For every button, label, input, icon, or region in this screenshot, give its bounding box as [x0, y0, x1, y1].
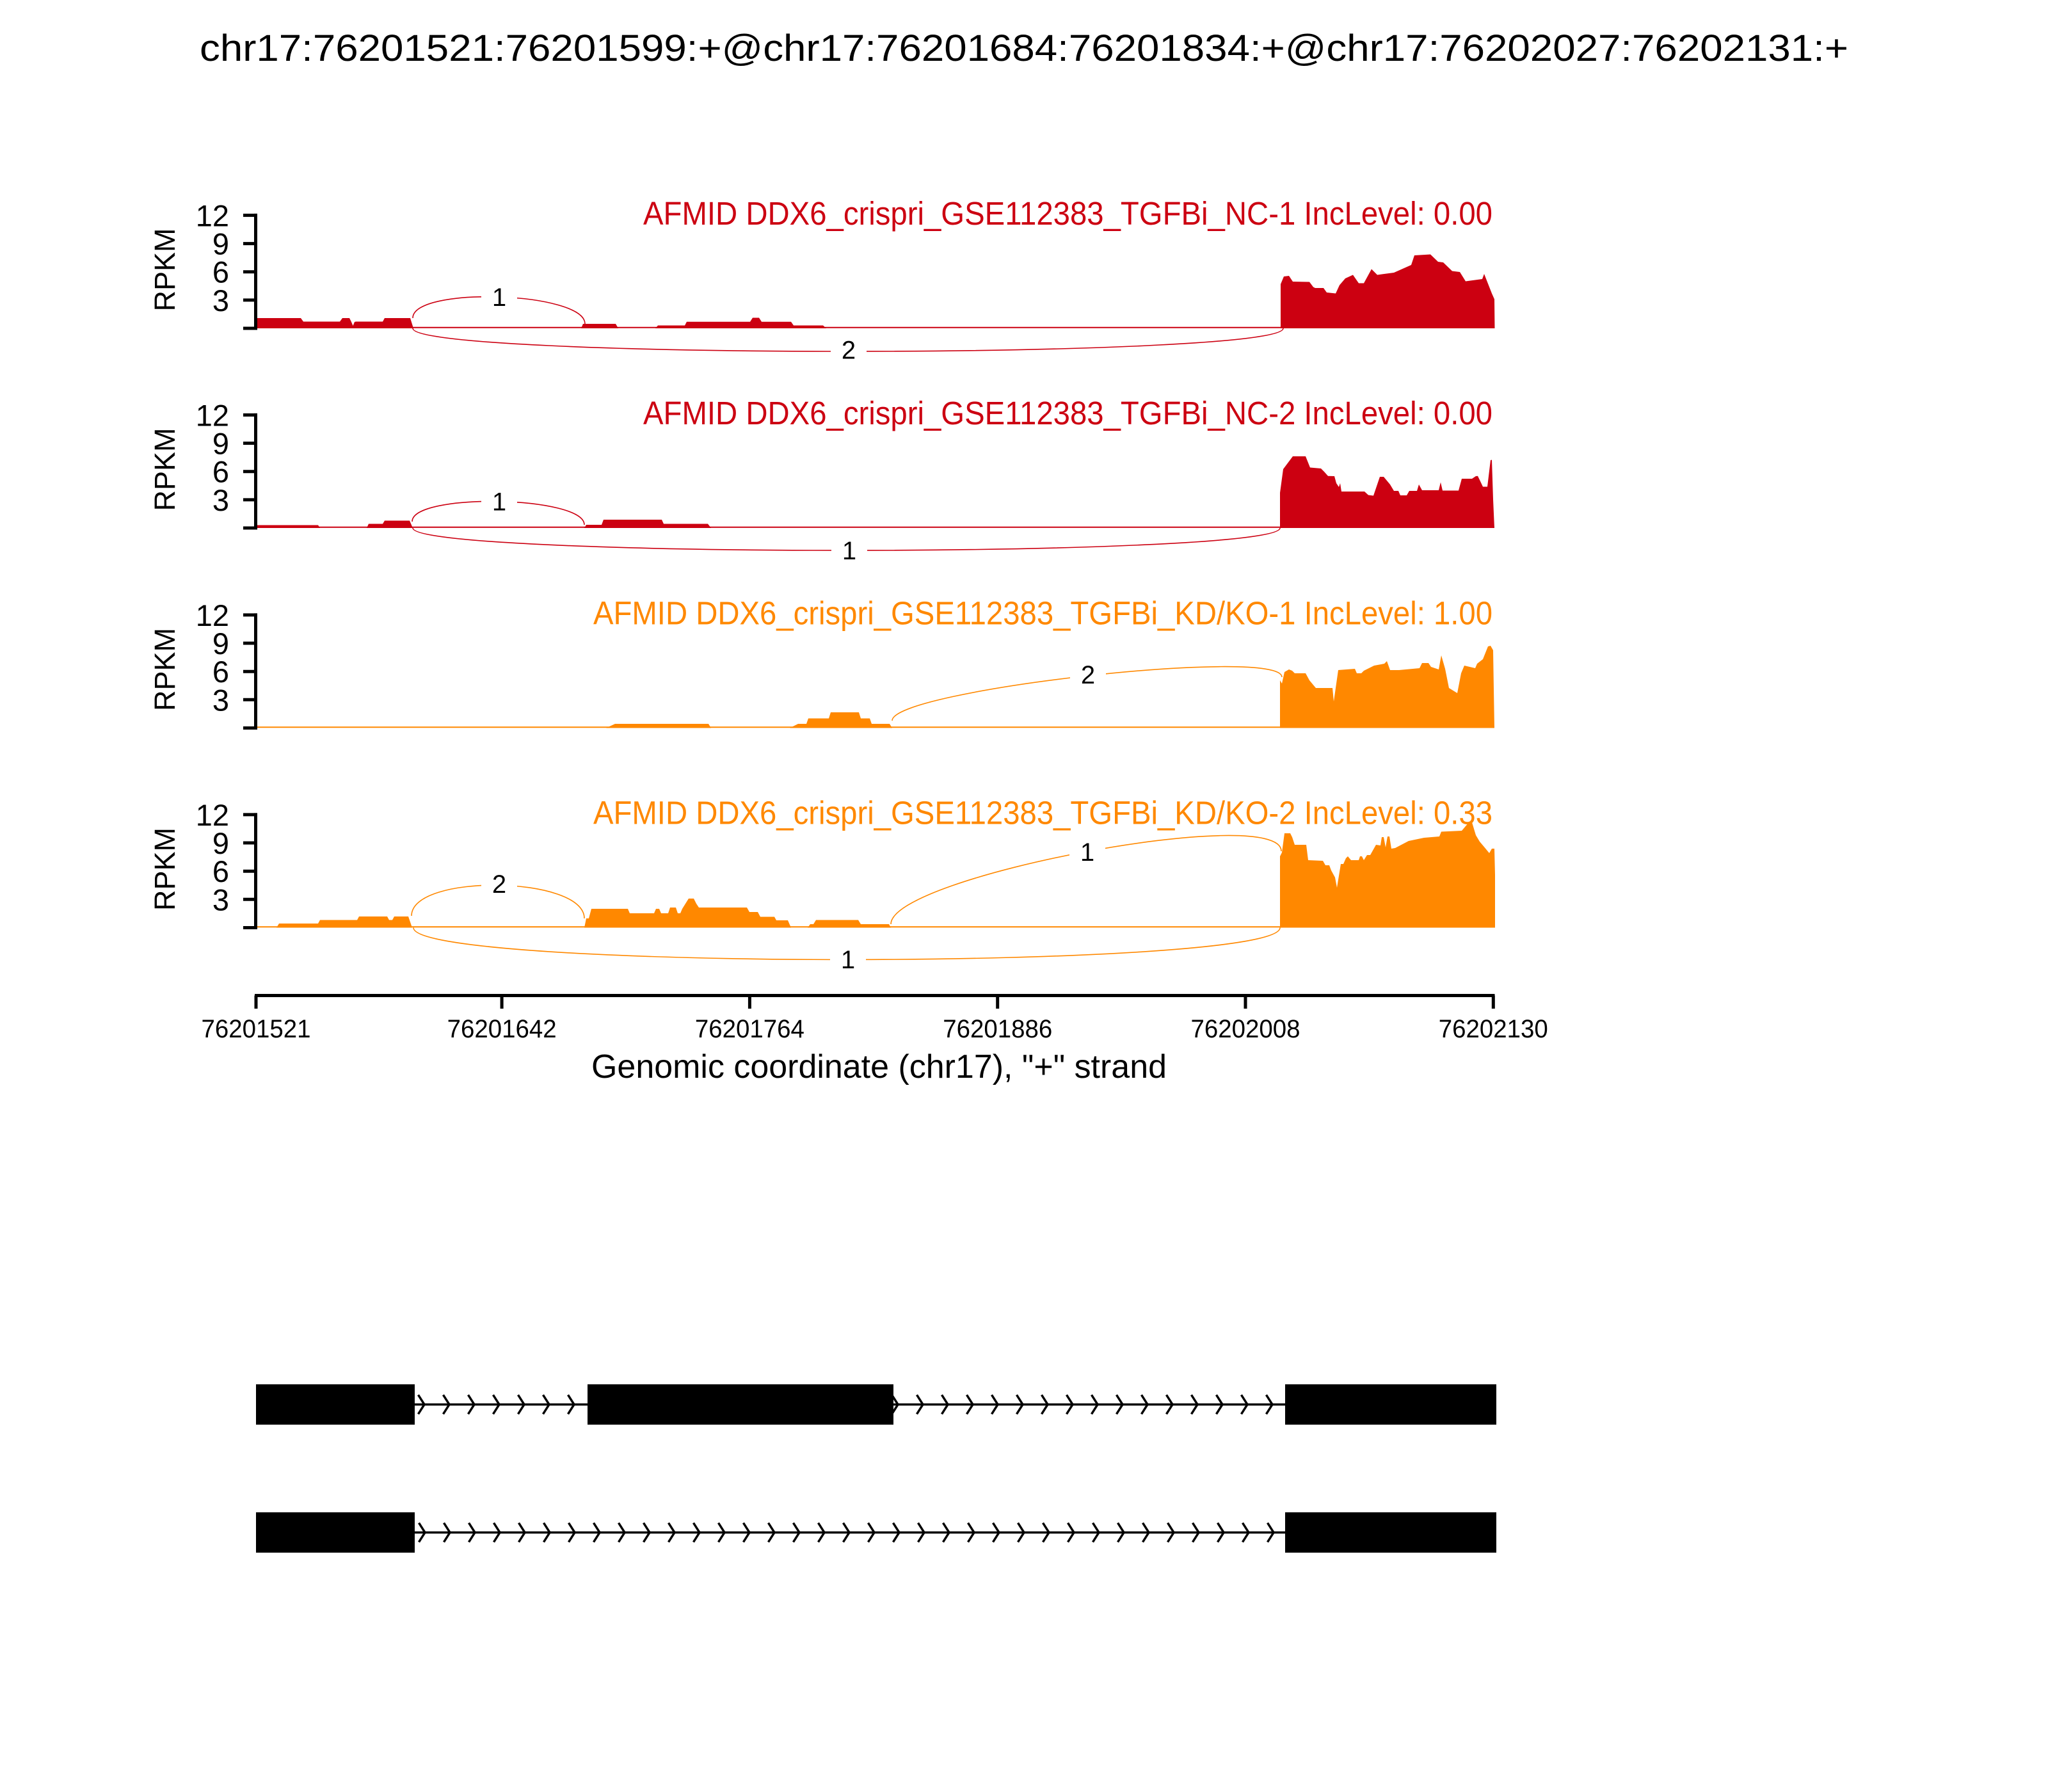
svg-text:1: 1: [492, 488, 506, 516]
svg-text:6: 6: [212, 255, 229, 289]
svg-text:6: 6: [212, 655, 229, 689]
svg-text:76201886: 76201886: [943, 1015, 1052, 1043]
svg-text:9: 9: [212, 627, 229, 660]
svg-text:1: 1: [492, 284, 506, 312]
svg-text:AFMID DDX6_crispri_GSE112383_T: AFMID DDX6_crispri_GSE112383_TGFBi_KD/KO…: [593, 595, 1492, 632]
svg-text:12: 12: [196, 598, 229, 632]
svg-text:2: 2: [492, 870, 506, 899]
svg-text:2: 2: [842, 337, 856, 365]
svg-text:1: 1: [841, 946, 855, 974]
svg-text:3: 3: [212, 683, 229, 717]
svg-text:AFMID DDX6_crispri_GSE112383_T: AFMID DDX6_crispri_GSE112383_TGFBi_NC-1 …: [643, 195, 1492, 232]
svg-text:9: 9: [212, 227, 229, 261]
svg-text:3: 3: [212, 483, 229, 517]
svg-text:9: 9: [212, 826, 229, 860]
svg-text:chr17:76201521:76201599:+@chr1: chr17:76201521:76201599:+@chr17:76201684…: [200, 28, 1848, 69]
svg-text:6: 6: [212, 455, 229, 489]
svg-text:2: 2: [1081, 661, 1095, 689]
svg-text:1: 1: [1080, 838, 1094, 867]
svg-text:12: 12: [196, 398, 229, 432]
svg-text:RPKM: RPKM: [148, 228, 181, 311]
svg-text:6: 6: [212, 854, 229, 888]
svg-text:3: 3: [212, 284, 229, 317]
svg-text:RPKM: RPKM: [148, 628, 181, 711]
svg-text:76201521: 76201521: [202, 1015, 311, 1043]
svg-text:AFMID DDX6_crispri_GSE112383_T: AFMID DDX6_crispri_GSE112383_TGFBi_NC-2 …: [643, 395, 1492, 431]
svg-text:9: 9: [212, 427, 229, 461]
svg-text:RPKM: RPKM: [148, 428, 181, 511]
svg-text:12: 12: [196, 198, 229, 232]
svg-text:76202130: 76202130: [1439, 1015, 1548, 1043]
svg-text:1: 1: [842, 537, 856, 565]
svg-text:AFMID DDX6_crispri_GSE112383_T: AFMID DDX6_crispri_GSE112383_TGFBi_KD/KO…: [593, 795, 1492, 831]
svg-text:3: 3: [212, 883, 229, 916]
svg-text:Genomic coordinate (chr17), "+: Genomic coordinate (chr17), "+" strand: [591, 1048, 1167, 1085]
svg-text:76202008: 76202008: [1191, 1015, 1300, 1043]
svg-text:RPKM: RPKM: [148, 828, 181, 911]
svg-text:76201764: 76201764: [695, 1015, 804, 1043]
svg-text:12: 12: [196, 798, 229, 832]
svg-text:76201642: 76201642: [447, 1015, 557, 1043]
